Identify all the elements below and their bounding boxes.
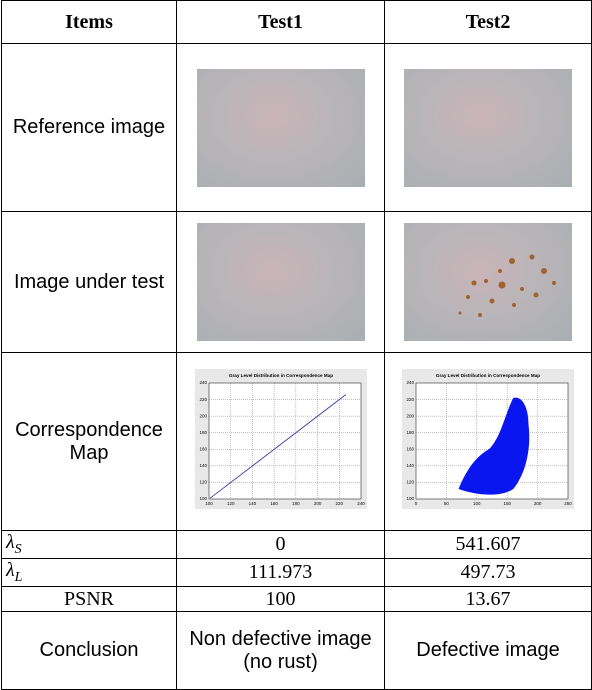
reference-photo	[404, 69, 572, 187]
cell: 497.73	[385, 559, 592, 587]
cell: 111.973	[177, 559, 385, 587]
x-tick-label: 50	[444, 501, 450, 506]
correspondence-map: Gray Level Distribution in Correspondenc…	[402, 369, 574, 509]
y-tick-label: 180	[199, 429, 207, 434]
row-label: Image under test	[2, 212, 177, 353]
y-tick-label: 240	[406, 380, 414, 385]
x-tick-label: 250	[564, 501, 572, 506]
cell: Defective image	[385, 612, 592, 690]
cell: Gray Level Distribution in Correspondenc…	[177, 353, 385, 531]
correspondence-map: Gray Level Distribution in Correspondenc…	[195, 369, 367, 509]
row: PSNR 100 13.67	[2, 587, 592, 612]
row-label: Reference image	[2, 44, 177, 212]
cell: 541.607	[385, 531, 592, 559]
row-label: Conclusion	[2, 612, 177, 690]
x-tick-label: 150	[503, 501, 511, 506]
y-tick-label: 120	[199, 479, 207, 484]
y-tick-label: 200	[406, 413, 414, 418]
y-tick-label: 100	[406, 496, 414, 501]
header-row: Items Test1 Test2	[2, 1, 592, 44]
y-tick-label: 220	[406, 396, 414, 401]
cell	[177, 44, 385, 212]
y-tick-label: 160	[199, 446, 207, 451]
subscript: S	[15, 542, 22, 557]
x-tick-label: 160	[270, 501, 278, 506]
cell	[177, 212, 385, 353]
y-tick-label: 140	[199, 463, 207, 468]
cell	[385, 212, 592, 353]
x-tick-label: 100	[205, 501, 213, 506]
rust-spots	[404, 223, 572, 341]
map-title: Gray Level Distribution in Correspondenc…	[436, 373, 540, 378]
cell: 13.67	[385, 587, 592, 612]
y-tick-label: 180	[406, 429, 414, 434]
row: Correspondence Map Gray Level Distributi…	[2, 353, 592, 531]
y-tick-label: 160	[406, 446, 414, 451]
test-photo	[197, 223, 365, 341]
row-label: λL	[2, 559, 177, 587]
x-tick-label: 180	[292, 501, 300, 506]
row: Reference image	[2, 44, 592, 212]
results-table: Items Test1 Test2 Reference image Image …	[1, 0, 592, 690]
y-tick-label: 140	[406, 463, 414, 468]
subscript: L	[15, 570, 23, 585]
row-label: λS	[2, 531, 177, 559]
cell: Gray Level Distribution in Correspondenc…	[385, 353, 592, 531]
row: Conclusion Non defective image (no rust)…	[2, 612, 592, 690]
header-cell: Test2	[385, 1, 592, 44]
x-tick-label: 200	[313, 501, 321, 506]
map-title: Gray Level Distribution in Correspondenc…	[228, 373, 332, 378]
test-photo	[404, 223, 572, 341]
symbol: λ	[6, 559, 15, 581]
cell: Non defective image (no rust)	[177, 612, 385, 690]
cell	[385, 44, 592, 212]
y-tick-label: 220	[199, 396, 207, 401]
row-label: PSNR	[2, 587, 177, 612]
y-tick-label: 120	[406, 479, 414, 484]
header-cell: Test1	[177, 1, 385, 44]
x-tick-label: 240	[357, 501, 365, 506]
row: λS 0 541.607	[2, 531, 592, 559]
y-tick-label: 100	[199, 496, 207, 501]
header-cell: Items	[2, 1, 177, 44]
x-tick-label: 100	[473, 501, 481, 506]
reference-photo	[197, 69, 365, 187]
x-tick-label: 220	[335, 501, 343, 506]
cell: 0	[177, 531, 385, 559]
row: Image under test	[2, 212, 592, 353]
symbol: λ	[6, 531, 15, 553]
y-tick-label: 240	[199, 380, 207, 385]
x-tick-label: 140	[248, 501, 256, 506]
y-tick-label: 200	[199, 413, 207, 418]
cell: 100	[177, 587, 385, 612]
x-tick-label: 120	[226, 501, 234, 506]
row-label: Correspondence Map	[2, 353, 177, 531]
x-tick-label: 200	[534, 501, 542, 506]
page: Items Test1 Test2 Reference image Image …	[0, 0, 592, 687]
row: λL 111.973 497.73	[2, 559, 592, 587]
